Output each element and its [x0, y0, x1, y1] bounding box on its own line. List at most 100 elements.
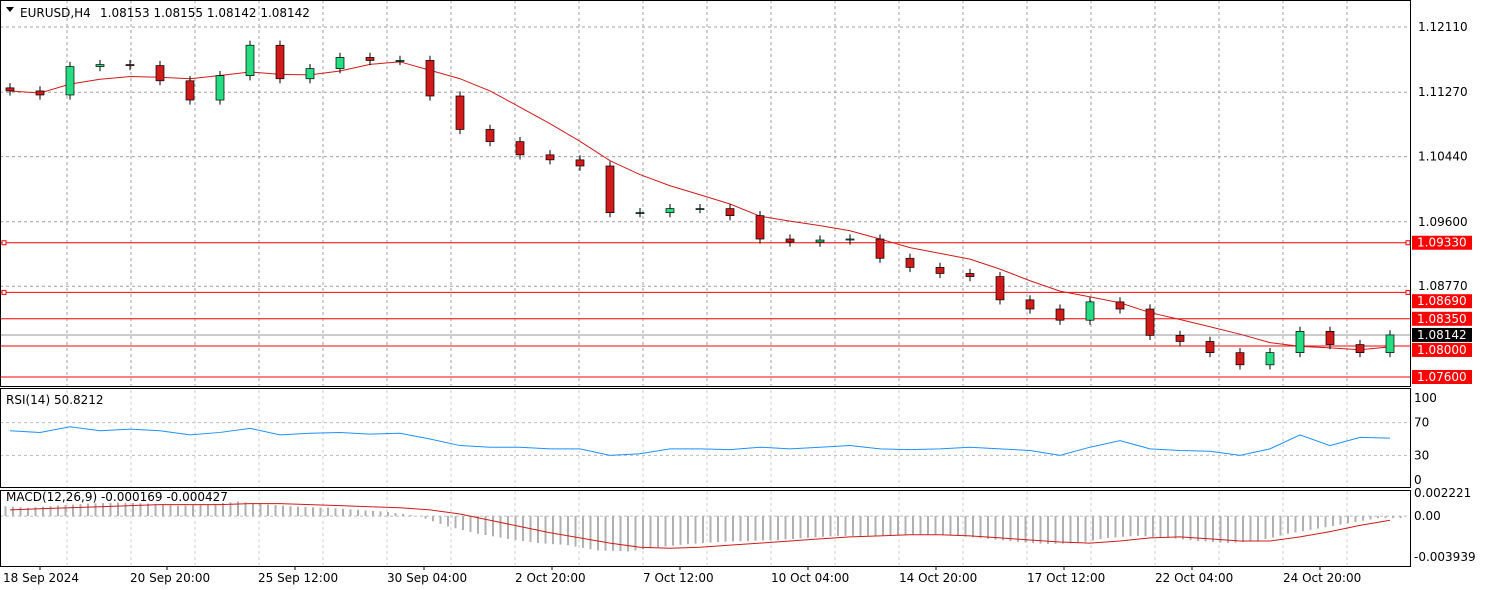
- price-tick: 1.12110: [1418, 20, 1468, 34]
- bull-candle: [305, 68, 315, 80]
- rsi-tick: 70: [1414, 416, 1429, 430]
- time-tick: 2 Oct 20:00: [515, 571, 586, 585]
- bear-candle: [1025, 299, 1035, 310]
- bear-candle: [575, 159, 585, 167]
- macd-tick: 0.00: [1414, 509, 1441, 523]
- axes: 1.12110 1.11270 1.10440 1.09600 1.09330 1.087…: [3, 20, 1476, 585]
- bear-candle: [1205, 341, 1215, 353]
- bear-candle: [785, 238, 795, 243]
- bull-candle: [635, 212, 645, 214]
- macd-tick: 0.002221: [1414, 486, 1471, 500]
- level-price-badge: [1412, 311, 1472, 326]
- bear-candle: [515, 141, 525, 156]
- grid: [0, 0, 1410, 565]
- bear-candle: [185, 80, 195, 101]
- bull-candle: [245, 44, 255, 77]
- bear-candle: [485, 129, 495, 142]
- bear-candle: [365, 57, 375, 61]
- level-price-label: 1.08350: [1417, 312, 1467, 326]
- price-tick: 1.11270: [1418, 85, 1468, 99]
- level-price-label: 1.09330: [1417, 236, 1467, 250]
- price-tick: 1.09600: [1418, 215, 1468, 229]
- bear-candle: [1325, 331, 1335, 345]
- rsi-tick: 30: [1414, 448, 1429, 462]
- rsi-tick: 100: [1414, 391, 1437, 405]
- moving-average-line: [9, 61, 1391, 351]
- pane-frame: [0, 0, 1411, 387]
- current-price-label: 1.08142: [1417, 328, 1467, 342]
- level-price-badge: [1412, 342, 1472, 357]
- level-marker: [1, 240, 7, 246]
- level-marker: [1405, 289, 1411, 295]
- bull-candle: [815, 239, 825, 243]
- bear-candle: [5, 87, 15, 92]
- price-tick: 1.10440: [1418, 150, 1468, 164]
- bear-candle: [1115, 301, 1125, 310]
- rsi-label: RSI(14) 50.8212: [6, 393, 104, 407]
- bear-candle: [455, 95, 465, 130]
- rsi-tick: 0: [1414, 473, 1422, 487]
- pane-frame: [0, 490, 1411, 567]
- moving-average: [9, 61, 1391, 351]
- chart-header: EURUSD,H4 1.08153 1.08155 1.08142 1.0814…: [6, 6, 310, 20]
- macd-signal-line: [9, 503, 1391, 549]
- rsi-pane: [0, 422, 1410, 456]
- bull-candle: [695, 208, 705, 210]
- time-tick: 22 Oct 04:00: [1155, 571, 1233, 585]
- level-price-badge: [1412, 370, 1472, 384]
- bull-candle: [1265, 352, 1275, 366]
- bear-candle: [125, 64, 135, 66]
- time-tick: 14 Oct 20:00: [899, 571, 977, 585]
- bull-candle: [335, 57, 345, 69]
- pane-frames: [0, 0, 1411, 567]
- time-tick: 30 Sep 04:00: [387, 571, 467, 585]
- bull-candle: [395, 60, 405, 62]
- price-tick: 1.08770: [1418, 279, 1468, 293]
- bear-candle: [1055, 308, 1065, 321]
- level-price-badge: [1412, 235, 1472, 250]
- bear-candle: [935, 267, 945, 274]
- bear-candle: [995, 276, 1005, 301]
- level-price-label: 1.08000: [1417, 343, 1467, 357]
- bear-candle: [875, 238, 885, 259]
- level-price-badge: [1412, 294, 1472, 309]
- level-marker: [1405, 240, 1411, 246]
- level-price-label: 1.08690: [1417, 294, 1467, 308]
- macd-pane: [0, 501, 1410, 552]
- time-tick: 20 Sep 20:00: [130, 571, 210, 585]
- bear-candle: [755, 215, 765, 240]
- bull-candle: [1295, 331, 1305, 353]
- time-tick: 17 Oct 12:00: [1027, 571, 1105, 585]
- bear-candle: [275, 44, 285, 80]
- pane-frame: [0, 388, 1411, 488]
- candles: [5, 40, 1395, 370]
- macd-label: MACD(12,26,9) -0.000169 -0.000427: [6, 490, 228, 504]
- time-tick: 24 Oct 20:00: [1283, 571, 1361, 585]
- bear-candle: [35, 90, 45, 96]
- bear-candle: [905, 257, 915, 268]
- time-tick: 25 Sep 12:00: [258, 571, 338, 585]
- level-marker: [1, 289, 7, 295]
- bull-candle: [215, 75, 225, 101]
- bear-candle: [1175, 335, 1185, 342]
- bull-candle: [95, 64, 105, 67]
- horizontal-levels[interactable]: [0, 240, 1411, 378]
- bear-candle: [545, 154, 555, 161]
- bear-candle: [425, 60, 435, 97]
- rsi-line: [9, 426, 1391, 456]
- time-tick: 7 Oct 12:00: [643, 571, 714, 585]
- dropdown-triangle-icon[interactable]: [6, 7, 14, 12]
- bear-candle: [1145, 308, 1155, 336]
- time-tick: 10 Oct 04:00: [771, 571, 849, 585]
- bull-candle: [665, 208, 675, 213]
- macd-tick: -0.003939: [1414, 550, 1476, 564]
- bear-candle: [155, 65, 165, 82]
- bull-candle: [1385, 334, 1395, 353]
- bull-candle: [845, 238, 855, 241]
- time-tick: 18 Sep 2024: [3, 571, 79, 585]
- bear-candle: [725, 208, 735, 217]
- symbol-label: EURUSD,H4: [20, 6, 91, 20]
- bear-candle: [965, 273, 975, 277]
- level-price-label: 1.07600: [1417, 370, 1467, 384]
